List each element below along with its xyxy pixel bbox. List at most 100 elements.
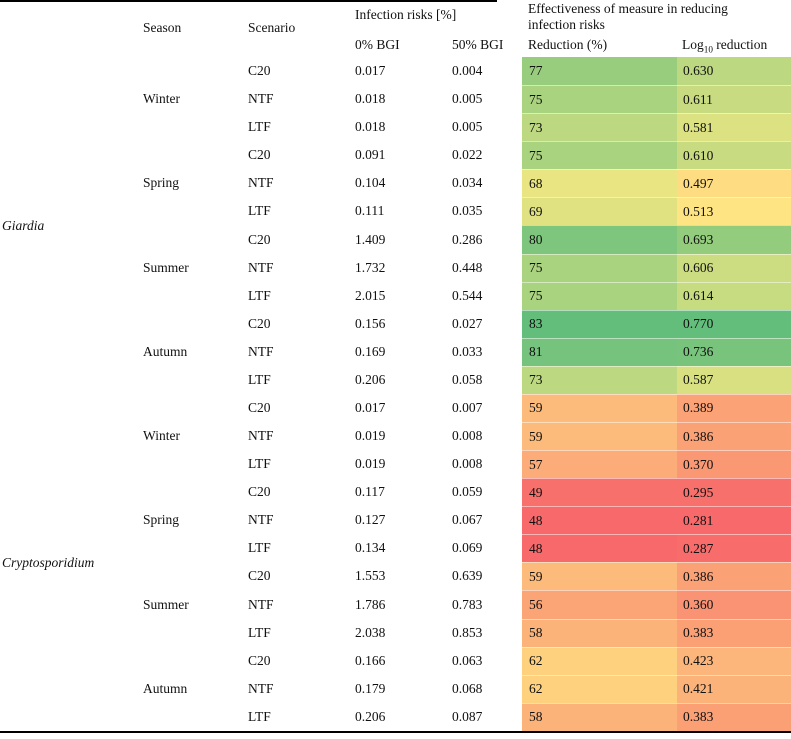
bgi-50-column-header: 50% BGI [452,37,504,52]
species-spacer-cell [0,310,143,338]
risk-50bgi-cell: 0.067 [452,512,483,528]
season-label: Summer [143,596,189,612]
scenario-cell: C20 [248,568,271,584]
risk-0bgi-cell: 0.206 [355,708,386,724]
log-reduction-heat-cell: 0.630 [677,57,791,86]
season-label: Winter [143,428,180,444]
season-spacer-cell [143,450,248,478]
log-reduction-heat-cell: 0.389 [677,393,791,423]
risk-50bgi-cell: 0.008 [452,428,483,444]
species-label: Giardia [2,217,45,233]
log-reduction-heat-cell: 0.513 [677,197,791,226]
scenario-cell: LTF [248,540,271,556]
risk-0bgi-cell: 2.015 [355,287,386,303]
risk-0bgi-cell: 0.018 [355,91,386,107]
scenario-cell: LTF [248,624,271,640]
reduction-heat-cell: 59 [522,562,677,591]
table-row: C20 0.156 0.027 83 0.770 [0,309,791,338]
risk-0bgi-cell: 0.127 [355,512,386,528]
reduction-heat-cell: 58 [522,702,677,731]
log-reduction-heat-cell: 0.383 [677,618,791,647]
risk-50bgi-cell: 0.068 [452,680,483,696]
table-row: NTF 0.127 0.067 48 0.281 [0,506,791,535]
species-spacer-cell [0,590,143,618]
table-row: LTF 0.134 0.069 48 0.287 [0,534,791,563]
species-spacer-cell [0,57,143,85]
scenario-cell: LTF [248,203,271,219]
table-row: NTF 0.104 0.034 68 0.497 [0,169,791,198]
reduction-heat-cell: 77 [522,57,677,86]
risk-0bgi-cell: 0.156 [355,315,386,331]
risk-50bgi-cell: 0.007 [452,399,483,415]
season-label: Autumn [143,343,188,359]
log-suffix: reduction [712,37,768,52]
scenario-cell: C20 [248,315,271,331]
risk-0bgi-cell: 1.553 [355,568,386,584]
season-spacer-cell [143,310,248,338]
table-row: C20 1.553 0.639 59 0.386 [0,562,791,591]
season-spacer-cell [143,647,248,675]
risk-0bgi-cell: 1.732 [355,259,386,275]
reduction-heat-cell: 57 [522,450,677,479]
reduction-heat-cell: 81 [522,337,677,366]
risk-50bgi-cell: 0.639 [452,568,483,584]
log-reduction-heat-cell: 0.693 [677,225,791,254]
season-spacer-cell [143,225,248,253]
risk-0bgi-cell: 0.019 [355,428,386,444]
scenario-cell: NTF [248,91,274,107]
scenario-cell: NTF [248,596,274,612]
species-label: Cryptosporidium [2,554,95,570]
reduction-heat-cell: 73 [522,365,677,394]
season-label: Summer [143,259,189,275]
scenario-column-header: Scenario [248,20,296,35]
table-row: LTF 0.206 0.058 73 0.587 [0,365,791,394]
reduction-heat-cell: 75 [522,281,677,310]
table-row: LTF 0.206 0.087 58 0.383 [0,702,791,731]
scenario-cell: LTF [248,287,271,303]
risk-50bgi-cell: 0.448 [452,259,483,275]
season-spacer-cell [143,141,248,169]
risk-50bgi-cell: 0.005 [452,119,483,135]
risk-0bgi-cell: 0.017 [355,399,386,415]
log-reduction-heat-cell: 0.360 [677,590,791,619]
risk-50bgi-cell: 0.033 [452,343,483,359]
log-reduction-heat-cell: 0.614 [677,281,791,310]
risk-50bgi-cell: 0.544 [452,287,483,303]
species-spacer-cell [0,619,143,647]
risk-50bgi-cell: 0.286 [452,231,483,247]
risk-0bgi-cell: 0.017 [355,63,386,79]
reduction-heat-cell: 69 [522,197,677,226]
species-spacer-cell [0,422,143,450]
reduction-heat-cell: 80 [522,225,677,254]
reduction-heat-cell: 75 [522,253,677,282]
risk-50bgi-cell: 0.008 [452,456,483,472]
risk-50bgi-cell: 0.004 [452,63,483,79]
season-spacer-cell [143,197,248,225]
table-row: C20 0.117 0.059 49 0.295 [0,478,791,507]
log-reduction-heat-cell: 0.287 [677,534,791,563]
table-row: C20 0.017 0.004 77 0.630 [0,57,791,86]
scenario-cell: NTF [248,175,274,191]
log-reduction-heat-cell: 0.281 [677,506,791,535]
effectiveness-group-header: Effectiveness of measure in reducing inf… [528,1,728,32]
season-spacer-cell [143,366,248,394]
reduction-heat-cell: 75 [522,141,677,170]
species-spacer-cell [0,141,143,169]
table-row: LTF 2.015 0.544 75 0.614 [0,281,791,310]
scenario-cell: C20 [248,231,271,247]
risk-0bgi-cell: 1.409 [355,231,386,247]
reduction-heat-cell: 62 [522,646,677,675]
species-spacer-cell [0,506,143,534]
risk-0bgi-cell: 2.038 [355,624,386,640]
scenario-cell: NTF [248,680,274,696]
season-spacer-cell [143,282,248,310]
log-reduction-heat-cell: 0.383 [677,702,791,731]
table-row: NTF 0.018 0.005 75 0.611 [0,85,791,114]
log-reduction-heat-cell: 0.736 [677,337,791,366]
risk-0bgi-cell: 0.134 [355,540,386,556]
risk-50bgi-cell: 0.027 [452,315,483,331]
risk-50bgi-cell: 0.853 [452,624,483,640]
species-spacer-cell [0,254,143,282]
scenario-cell: NTF [248,428,274,444]
